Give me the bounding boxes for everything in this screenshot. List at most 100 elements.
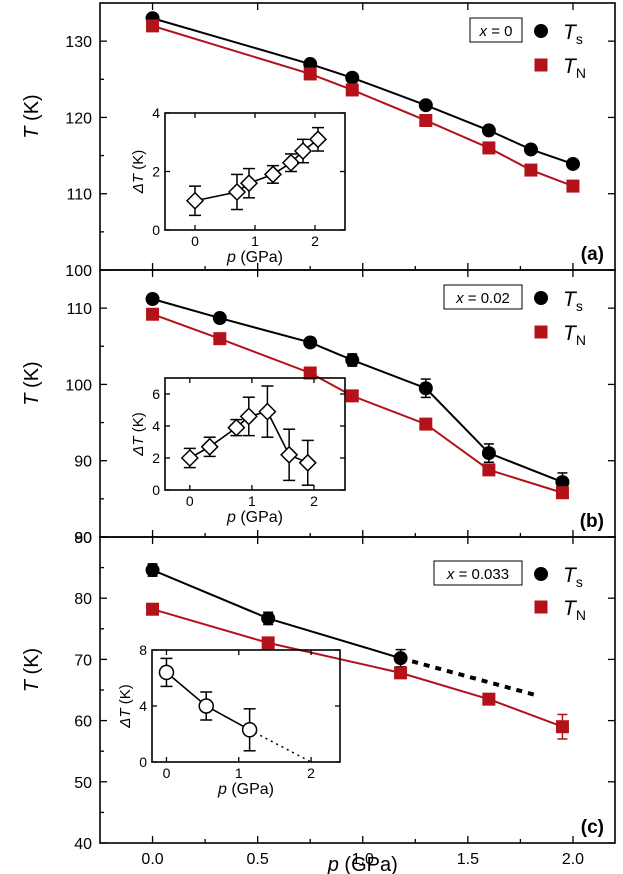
y-tick-label: 80 <box>74 591 92 608</box>
inset-x-tick-label: 0 <box>163 765 171 781</box>
composition-label: x = 0.02 <box>455 290 510 307</box>
ts-point <box>212 311 227 326</box>
composition-var: x <box>446 566 455 583</box>
composition-value: = 0.02 <box>464 290 510 307</box>
composition-label: x = 0.033 <box>446 566 509 583</box>
tn-point <box>303 366 317 380</box>
inset-y-tick-label: 8 <box>139 642 147 658</box>
inset-point <box>239 174 259 193</box>
legend-tn-marker <box>534 58 548 72</box>
y-tick-label: 80 <box>74 530 92 547</box>
legend-tn-main: T <box>563 597 578 620</box>
legend-ts-sub: s <box>576 298 583 314</box>
x-axis-label-var: p <box>327 854 339 874</box>
ts-point <box>145 291 160 306</box>
inset-c: 0 1 2 0 4 8 ΔT (K) p (GPa) <box>117 642 341 798</box>
y-tick-label: 130 <box>65 34 92 51</box>
inset-y-label-var: ΔT <box>130 435 147 457</box>
tn-point <box>482 692 496 706</box>
inset-x-axis-label: p (GPa) <box>226 509 283 526</box>
y-tick-label: 40 <box>74 836 92 853</box>
inset-y-tick-label: 4 <box>139 698 147 714</box>
ts-point <box>418 381 433 396</box>
shared-x-axis: 0.0 0.5 1.0 1.5 2.0 p (GPa) <box>141 851 584 874</box>
legend-tn-label: TN <box>563 55 586 81</box>
x-tick-label: 1.5 <box>457 851 479 868</box>
inset-x-tick-label: 1 <box>248 493 256 509</box>
y-axis-label-unit: (K) <box>21 648 43 680</box>
legend-ts-main: T <box>563 288 578 311</box>
tn-point <box>482 463 496 477</box>
inset-y-label-unit: (K) <box>130 150 147 174</box>
tn-point <box>261 636 275 650</box>
panel-label: (b) <box>580 511 604 532</box>
legend-tn-marker <box>534 600 548 614</box>
composition-value: = 0.033 <box>454 566 509 583</box>
inset-point <box>280 445 299 464</box>
tn-point <box>146 19 160 33</box>
composition-label: x = 0 <box>479 23 513 40</box>
tn-point <box>213 332 227 346</box>
x-tick-label: 2.0 <box>562 851 584 868</box>
tn-point <box>419 417 433 431</box>
inset-y-label-var: ΔT <box>117 707 134 729</box>
panel-label: (a) <box>581 244 604 265</box>
panel-label: (c) <box>581 817 604 838</box>
inset-x-tick-label: 1 <box>235 765 243 781</box>
y-tick-label: 70 <box>74 652 92 669</box>
inset-y-tick-label: 4 <box>152 105 160 121</box>
composition-value: = 0 <box>487 23 512 40</box>
tn-point <box>482 141 496 155</box>
inset-x-tick-label: 1 <box>251 233 259 249</box>
legend-tn-label: TN <box>563 597 586 623</box>
inset-y-axis-label: ΔT (K) <box>117 684 134 728</box>
y-tick-label: 90 <box>74 530 92 547</box>
inset-point <box>281 153 301 172</box>
inset-point <box>200 437 219 456</box>
legend-tn-sub: N <box>576 332 586 348</box>
inset-x-label-unit: (GPa) <box>227 781 274 798</box>
inset-y-tick-label: 0 <box>152 482 160 498</box>
ts-extrapolation-line <box>400 656 536 697</box>
inset-point <box>227 182 247 202</box>
inset-y-label-unit: (K) <box>117 684 134 708</box>
y-axis-label-unit: (K) <box>21 361 43 393</box>
ts-point <box>145 563 160 578</box>
inset-x-axis-label: p (GPa) <box>217 781 274 798</box>
inset-y-tick-label: 0 <box>152 222 160 238</box>
x-axis-label: p (GPa) <box>327 854 398 874</box>
inset-a: 0 1 2 0 2 4 ΔT (K) p (GPa) <box>130 105 346 266</box>
inset-x-axis-label: p (GPa) <box>226 249 283 266</box>
legend-ts-marker <box>534 291 548 305</box>
inset-point <box>180 448 199 468</box>
composition-box <box>443 284 523 310</box>
inset-point <box>263 165 283 184</box>
inset-extrapolation-line <box>249 729 312 763</box>
inset-x-label-unit: (GPa) <box>236 249 283 266</box>
legend-ts-marker <box>534 24 548 38</box>
legend-ts-label: Ts <box>563 21 583 47</box>
legend-tn-sub: N <box>576 65 586 81</box>
ts-point <box>303 335 318 350</box>
composition-box <box>433 560 523 586</box>
legend-ts-sub: s <box>576 574 583 590</box>
inset-x-tick-label: 2 <box>311 233 319 249</box>
y-axis-label: T (K) <box>21 94 43 138</box>
panel-frame <box>99 269 616 538</box>
y-tick-label: 60 <box>74 714 92 731</box>
tn-line <box>152 24 574 188</box>
inset-x-label-var: p <box>226 249 236 266</box>
inset-y-axis-label: ΔT (K) <box>130 150 147 194</box>
inset-b: 0 1 2 0 2 4 6 ΔT (K) p (GPa) <box>130 377 346 526</box>
x-tick-label: 0.5 <box>247 851 269 868</box>
inset-frame <box>151 649 341 763</box>
legend-tn-main: T <box>563 55 578 78</box>
tn-point <box>345 389 359 403</box>
composition-var: x <box>479 23 488 40</box>
legend-tn-main: T <box>563 322 578 345</box>
y-tick-label: 100 <box>65 263 92 280</box>
ts-point <box>345 353 360 368</box>
inset-x-label-unit: (GPa) <box>236 509 283 526</box>
y-tick-label: 100 <box>65 377 92 394</box>
tn-point <box>555 486 569 500</box>
